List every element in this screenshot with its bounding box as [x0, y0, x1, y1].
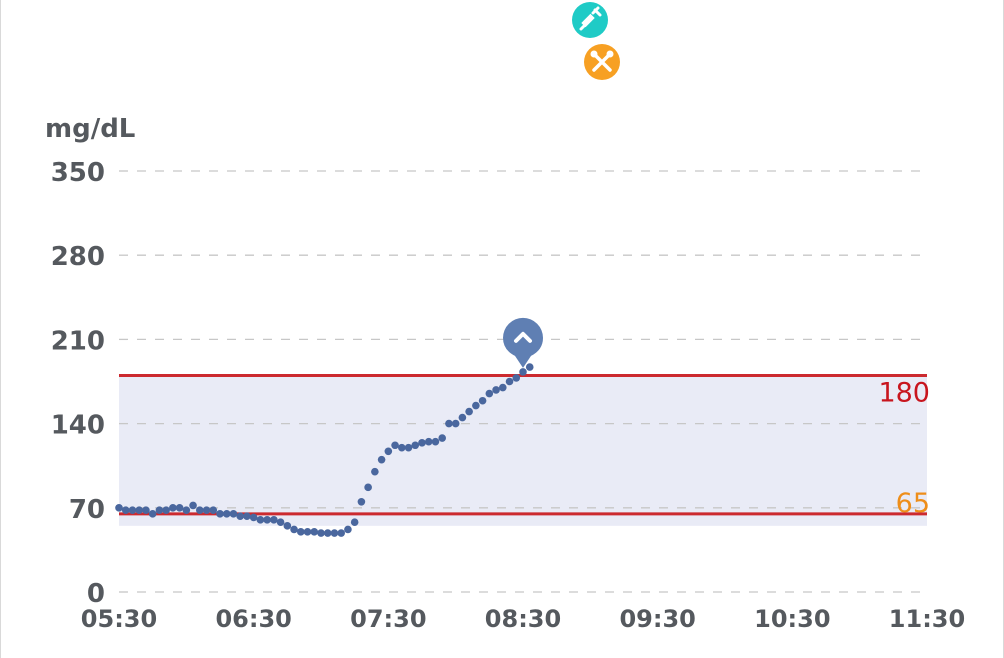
y-axis-unit: mg/dL: [45, 114, 135, 144]
glucose-point: [499, 383, 507, 392]
meal-event[interactable]: [584, 44, 620, 80]
glucose-point: [418, 439, 426, 447]
glucose-point: [189, 501, 197, 510]
glucose-readings: [115, 363, 534, 537]
glucose-point: [155, 506, 164, 515]
glucose-point: [472, 401, 480, 410]
glucose-point: [317, 529, 325, 537]
glucose-point: [142, 506, 150, 515]
glucose-point: [243, 512, 251, 521]
glucose-point: [344, 525, 352, 534]
glucose-point: [148, 510, 157, 518]
glucose-point: [371, 467, 379, 476]
y-axis-ticks: 350 280 210 140 70 0: [51, 158, 105, 609]
y-tick-label: 140: [51, 411, 105, 441]
glucose-point: [431, 437, 440, 446]
glucose-point: [485, 389, 494, 398]
glucose-point: [505, 377, 514, 386]
glucose-point: [283, 522, 292, 530]
glucose-point: [465, 407, 473, 416]
insulin-event[interactable]: [572, 2, 608, 38]
glucose-point: [404, 443, 413, 452]
glucose-point: [162, 506, 170, 515]
target-range-band: [119, 375, 927, 526]
y-tick-label: 70: [69, 495, 105, 525]
meal-fork-knife-icon: [590, 50, 614, 72]
glucose-point: [182, 506, 191, 515]
glucose-point: [128, 506, 137, 515]
glucose-point: [209, 506, 218, 515]
glucose-point: [256, 516, 265, 524]
glucose-point: [229, 510, 238, 518]
glucose-point: [290, 525, 298, 534]
x-tick-label: 10:30: [754, 605, 830, 633]
glucose-point: [357, 497, 366, 506]
glucose-point: [512, 374, 521, 382]
glucose-point: [398, 443, 406, 452]
x-tick-label: 11:30: [889, 605, 965, 633]
x-tick-label: 06:30: [215, 605, 291, 633]
glucose-point: [364, 483, 372, 492]
glucose-point: [458, 413, 467, 422]
glucose-point: [175, 504, 184, 512]
glucose-point: [377, 455, 386, 464]
y-tick-label: 0: [87, 579, 105, 609]
high-threshold-label: 180: [878, 377, 930, 408]
glucose-point: [249, 513, 258, 522]
glucose-point: [297, 528, 305, 536]
glucose-point: [337, 529, 346, 537]
glucose-point: [519, 368, 527, 376]
glucose-point: [478, 396, 487, 405]
glucose-point: [236, 512, 244, 521]
glucose-point: [310, 528, 319, 536]
glucose-point: [411, 441, 420, 450]
glucose-point: [438, 434, 447, 442]
glucose-point: [384, 447, 393, 456]
x-tick-label: 09:30: [619, 605, 695, 633]
glucose-point: [222, 510, 231, 518]
y-tick-label: 210: [51, 326, 105, 356]
marker-pin: [503, 317, 543, 368]
glucose-point: [121, 506, 130, 515]
glucose-point: [263, 516, 271, 524]
glucose-point: [323, 529, 332, 537]
y-tick-label: 350: [51, 158, 105, 188]
glucose-point: [525, 363, 534, 371]
glucose-point: [196, 506, 204, 515]
low-threshold-label: 65: [896, 488, 930, 519]
glucose-point: [330, 529, 339, 537]
glucose-point: [135, 506, 143, 515]
glucose-point: [216, 510, 224, 518]
glucose-point: [391, 441, 399, 450]
y-tick-label: 280: [51, 242, 105, 272]
glucose-point: [492, 386, 500, 394]
glucose-point: [270, 516, 278, 524]
glucose-point: [169, 504, 177, 512]
glucose-point: [451, 419, 460, 428]
glucose-point: [202, 506, 211, 515]
x-tick-label: 05:30: [81, 605, 157, 633]
x-axis-ticks: 05:30 06:30 07:30 08:30 09:30 10:30 11:30: [81, 605, 965, 633]
glucose-point: [276, 518, 285, 527]
glucose-point: [445, 419, 453, 428]
glucose-point: [424, 437, 433, 446]
chevron-up-icon: [514, 331, 532, 343]
x-tick-label: 08:30: [485, 605, 561, 633]
latest-reading-marker[interactable]: [503, 317, 543, 368]
x-tick-label: 07:30: [350, 605, 426, 633]
glucose-point: [303, 528, 312, 536]
glucose-point: [115, 504, 123, 512]
glucose-point: [350, 518, 359, 527]
insulin-syringe-icon: [579, 6, 602, 31]
